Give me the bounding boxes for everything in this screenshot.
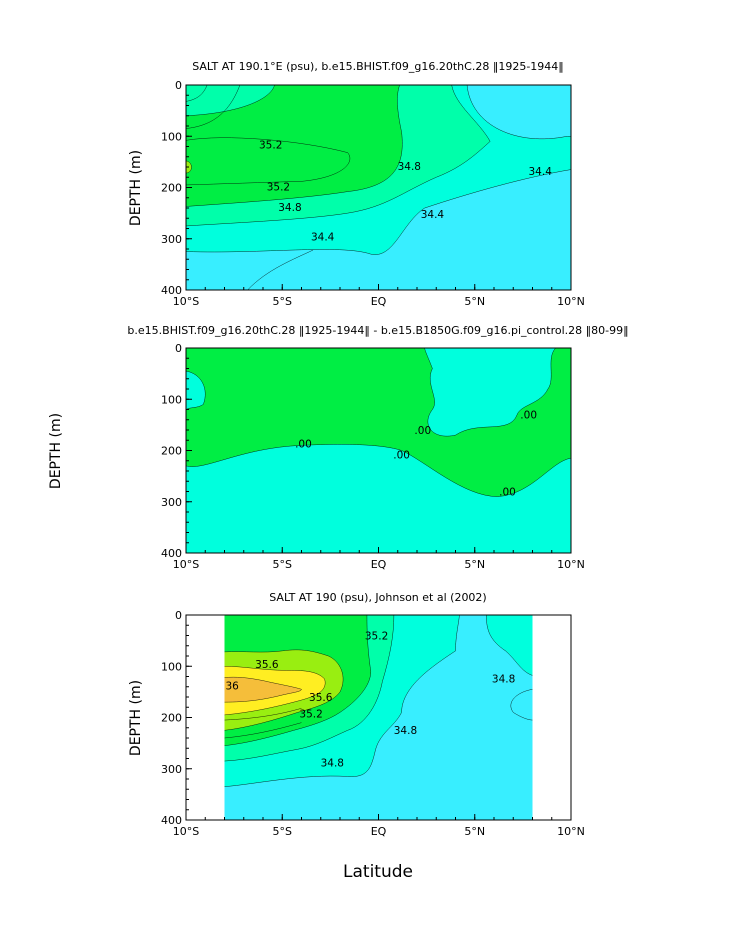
panel-3-plot xyxy=(224,614,533,820)
x-tick-label: 10°S xyxy=(173,558,199,571)
panel-2-contour-labels: .00 .00 .00 .00 .00 xyxy=(295,410,537,499)
contour-label: .00 xyxy=(520,410,537,422)
x-axis-label: Latitude xyxy=(343,862,413,882)
y-tick-label: 300 xyxy=(161,496,182,509)
p1-contour-line xyxy=(185,169,572,255)
x-tick-label: 5°N xyxy=(464,295,485,308)
p3-contour-line xyxy=(224,614,395,762)
p3-contour-line xyxy=(224,708,302,721)
y-tick-label: 0 xyxy=(175,342,182,355)
contour-label: 35.2 xyxy=(267,181,290,193)
x-tick-label: EQ xyxy=(371,558,387,571)
p2-contour-line xyxy=(424,347,556,437)
y-tick-label: 100 xyxy=(161,130,182,143)
p3-contour-line xyxy=(224,722,302,739)
p2-region-green xyxy=(186,348,571,497)
p3-contour-line xyxy=(224,614,460,787)
panel-1-contour-labels: 35.2 35.2 34.8 34.8 34.4 34.4 34.4 xyxy=(259,139,552,243)
contour-label: .00 xyxy=(295,438,312,450)
y-tick-label: 400 xyxy=(161,547,182,560)
y-tick-label: 200 xyxy=(161,445,182,458)
y-tick-label: 0 xyxy=(175,79,182,92)
x-tick-label: 10°N xyxy=(557,295,585,308)
contour-label: 36 xyxy=(226,681,240,693)
y-tick-label: 400 xyxy=(161,814,182,827)
x-tick-label: EQ xyxy=(371,825,387,838)
panel-1-title: SALT AT 190.1°E (psu), b.e15.BHIST.f09_g… xyxy=(192,60,564,73)
p1-contour-line xyxy=(185,84,241,129)
p1-contour-line xyxy=(185,84,403,207)
contour-label: 34.8 xyxy=(321,758,344,770)
contour-label: 35.6 xyxy=(255,659,279,671)
contour-label: 34.4 xyxy=(421,209,445,221)
p1-contour-line xyxy=(185,84,491,227)
contour-label: 34.8 xyxy=(492,674,515,686)
panel-2-ylabel: DEPTH (m) xyxy=(48,413,64,489)
x-tick-label: 5°S xyxy=(273,558,292,571)
y-tick-label: 200 xyxy=(161,712,182,725)
x-tick-label: 10°N xyxy=(557,825,585,838)
panel-2: b.e15.BHIST.f09_g16.20thC.28 ‖1925-1944‖… xyxy=(48,324,629,571)
p3-contour-line xyxy=(510,689,533,721)
y-tick-label: 300 xyxy=(161,233,182,246)
contour-label: 35.2 xyxy=(259,139,282,151)
p1-region-green xyxy=(186,85,403,207)
panel-1-plot xyxy=(185,84,572,291)
p3-contour-line xyxy=(224,666,326,716)
p2-region-aqua-patch xyxy=(186,371,206,410)
contour-label: 34.8 xyxy=(394,725,417,737)
contour-label: 35.2 xyxy=(365,631,388,643)
contour-label: .00 xyxy=(393,450,410,462)
contour-label: .00 xyxy=(499,487,516,499)
contour-label: 35.2 xyxy=(299,708,322,720)
p2-contour-line xyxy=(185,444,572,497)
contour-label: 34.4 xyxy=(529,166,553,178)
x-tick-label: 10°N xyxy=(557,558,585,571)
y-tick-label: 400 xyxy=(161,284,182,297)
contour-label: 34.8 xyxy=(398,161,421,173)
p3-contours xyxy=(224,614,533,787)
panel-1-ylabel: DEPTH (m) xyxy=(128,150,144,226)
x-tick-label: 5°S xyxy=(273,825,292,838)
panel-2-axes: 10°S 5°S EQ 5°N 10°N 0 100 200 300 400 xyxy=(161,342,585,571)
panel-3-ylabel: DEPTH (m) xyxy=(128,680,144,756)
p1-contour-line xyxy=(247,249,314,291)
p1-contour-line xyxy=(185,84,208,102)
panel-3-contour-labels: 35.2 35.6 36 35.6 35.2 34.8 34.8 34.8 xyxy=(226,631,516,770)
p1-contour-line xyxy=(185,84,275,116)
panel-2-plot xyxy=(185,347,572,553)
contour-label: 35.6 xyxy=(309,692,333,704)
contour-label: 34.8 xyxy=(278,202,301,214)
contour-label: .00 xyxy=(414,425,431,437)
x-tick-label: 10°S xyxy=(173,825,199,838)
p3-region-aqua-right xyxy=(486,615,533,676)
panel-1: SALT AT 190.1°E (psu), b.e15.BHIST.f09_g… xyxy=(128,60,585,308)
x-tick-label: 10°S xyxy=(173,295,199,308)
panel-1-axes: 10°S 5°S EQ 5°N 10°N 0 100 200 300 400 xyxy=(161,79,585,308)
p1-contour-line xyxy=(185,137,351,186)
p3-contour-line xyxy=(224,614,371,746)
p3-region-orange xyxy=(224,677,302,703)
panel-2-title: b.e15.BHIST.f09_g16.20thC.28 ‖1925-1944‖… xyxy=(127,324,628,337)
x-tick-label: EQ xyxy=(371,295,387,308)
p3-contour-line xyxy=(224,676,302,703)
panel-3-title: SALT AT 190 (psu), Johnson et al (2002) xyxy=(269,591,486,604)
x-tick-label: 5°S xyxy=(273,295,292,308)
contour-label: 34.4 xyxy=(311,232,335,244)
panel-3: SALT AT 190 (psu), Johnson et al (2002) xyxy=(128,591,585,838)
y-tick-label: 0 xyxy=(175,609,182,622)
x-tick-label: 5°N xyxy=(464,558,485,571)
y-tick-label: 300 xyxy=(161,763,182,776)
p3-contour-line xyxy=(486,614,533,676)
x-tick-label: 5°N xyxy=(464,825,485,838)
panel-3-axes: 10°S 5°S EQ 5°N 10°N 0 100 200 300 400 xyxy=(161,609,585,838)
p1-contour-line xyxy=(185,160,192,174)
p3-contour-line xyxy=(224,649,344,731)
y-tick-label: 200 xyxy=(161,182,182,195)
y-tick-label: 100 xyxy=(161,660,182,673)
y-tick-label: 100 xyxy=(161,393,182,406)
